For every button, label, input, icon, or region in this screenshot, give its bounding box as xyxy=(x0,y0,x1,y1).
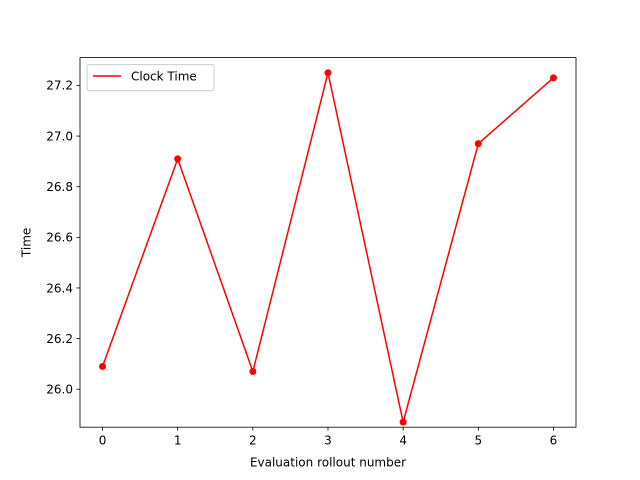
data-point xyxy=(399,418,407,426)
data-point xyxy=(474,140,482,148)
y-tick-label: 27.2 xyxy=(46,79,73,93)
legend-label-clock-time: Clock Time xyxy=(131,70,197,84)
data-point xyxy=(249,368,257,376)
y-tick-label: 26.2 xyxy=(46,332,73,346)
x-tick-label: 3 xyxy=(324,434,332,448)
x-tick-label: 4 xyxy=(399,434,407,448)
legend-box xyxy=(86,64,215,92)
y-axis-label: Time xyxy=(20,228,34,258)
y-tick-label: 27.0 xyxy=(46,129,73,143)
y-tick-label: 26.4 xyxy=(46,281,73,295)
data-point xyxy=(324,69,332,77)
x-axis-ticks: 0 1 2 3 4 5 6 xyxy=(99,427,558,448)
y-axis-ticks: 26.0 26.2 26.4 26.6 26.8 27.0 27.2 xyxy=(46,79,80,397)
y-tick-label: 26.0 xyxy=(46,383,73,397)
legend: Clock Time xyxy=(86,64,215,92)
x-tick-label: 5 xyxy=(474,434,482,448)
y-tick-label: 26.6 xyxy=(46,231,73,245)
y-tick-label: 26.8 xyxy=(46,180,73,194)
data-point xyxy=(549,74,557,82)
x-tick-label: 6 xyxy=(550,434,558,448)
x-tick-label: 0 xyxy=(99,434,107,448)
series-layer xyxy=(99,69,557,426)
x-tick-label: 2 xyxy=(249,434,257,448)
x-tick-label: 1 xyxy=(174,434,182,448)
x-axis-label: Evaluation rollout number xyxy=(250,456,406,470)
data-point xyxy=(99,362,107,370)
plot-background xyxy=(80,57,576,428)
data-point xyxy=(174,155,182,163)
